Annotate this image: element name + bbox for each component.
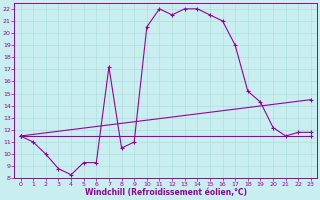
X-axis label: Windchill (Refroidissement éolien,°C): Windchill (Refroidissement éolien,°C) [85, 188, 247, 197]
